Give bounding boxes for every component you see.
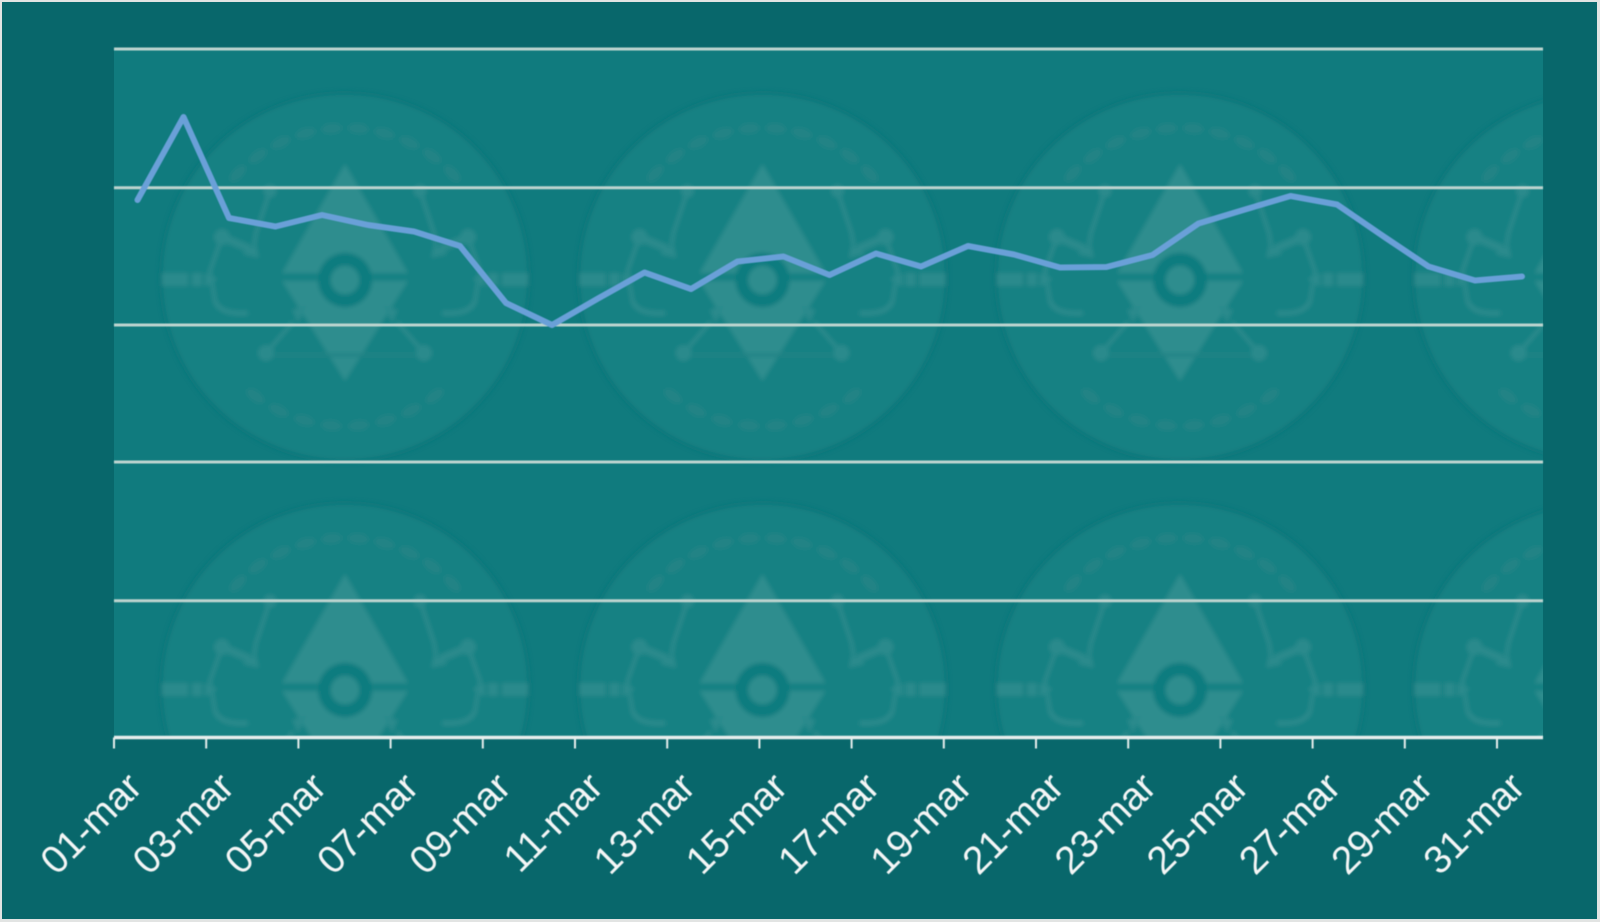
svg-text:19-mar: 19-mar (862, 765, 980, 883)
svg-text:21-mar: 21-mar (955, 765, 1073, 883)
svg-text:11-mar: 11-mar (496, 765, 612, 881)
svg-text:05-mar: 05-mar (217, 765, 335, 883)
svg-text:29-mar: 29-mar (1323, 765, 1441, 883)
svg-text:07-mar: 07-mar (309, 765, 427, 883)
svg-text:27-mar: 27-mar (1231, 765, 1349, 883)
svg-text:03-mar: 03-mar (125, 765, 243, 883)
svg-text:01-mar: 01-mar (33, 765, 151, 883)
svg-text:23-mar: 23-mar (1047, 765, 1165, 883)
svg-text:13-mar: 13-mar (586, 765, 704, 883)
svg-text:09-mar: 09-mar (401, 765, 519, 883)
svg-text:15-mar: 15-mar (678, 765, 796, 883)
svg-text:25-mar: 25-mar (1139, 765, 1257, 883)
svg-text:31-mar: 31-mar (1416, 765, 1534, 883)
svg-text:17-mar: 17-mar (770, 765, 888, 883)
